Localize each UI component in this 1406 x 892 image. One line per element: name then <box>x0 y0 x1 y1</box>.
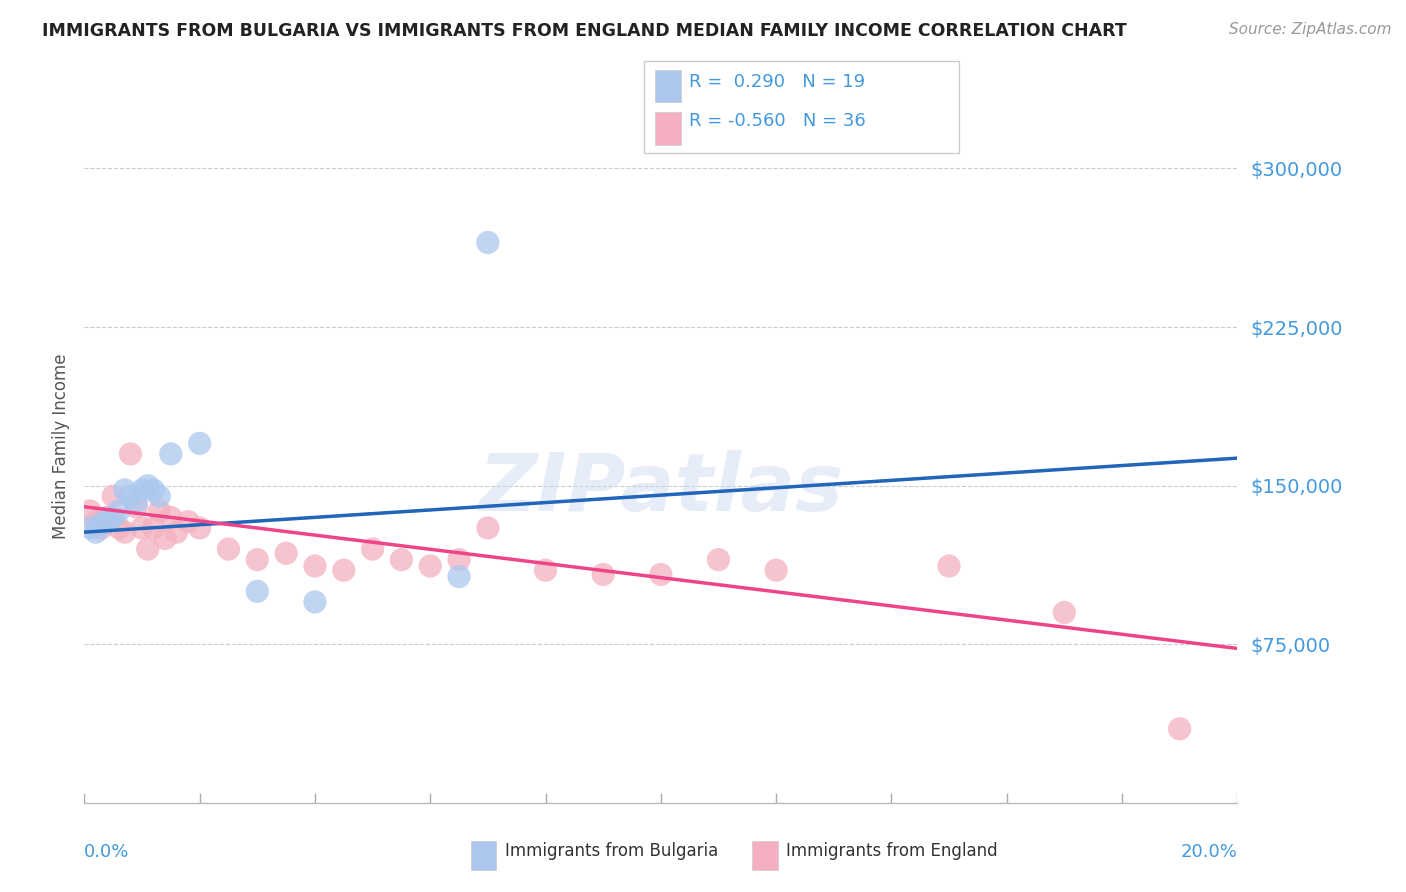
Point <box>477 521 499 535</box>
Point <box>136 542 159 557</box>
Y-axis label: Median Family Income: Median Family Income <box>52 353 70 539</box>
Point <box>477 235 499 250</box>
Point <box>114 483 136 497</box>
Point <box>148 504 170 518</box>
Point <box>332 563 354 577</box>
Text: 0.0%: 0.0% <box>84 843 129 861</box>
Point <box>447 552 470 566</box>
Point <box>177 515 200 529</box>
Point <box>90 516 112 531</box>
Point <box>79 504 101 518</box>
Text: 20.0%: 20.0% <box>1181 843 1237 861</box>
Point <box>650 567 672 582</box>
Point <box>447 569 470 583</box>
Point <box>276 546 298 560</box>
Point <box>103 510 125 524</box>
Point <box>1168 722 1191 736</box>
Point <box>131 483 153 497</box>
Text: R = -0.560   N = 36: R = -0.560 N = 36 <box>689 112 866 129</box>
Point <box>120 489 142 503</box>
Point <box>304 559 326 574</box>
Point <box>188 521 211 535</box>
Point <box>938 559 960 574</box>
Point <box>108 521 131 535</box>
Point <box>96 515 118 529</box>
Point <box>246 552 269 566</box>
Point <box>153 532 176 546</box>
Point <box>188 436 211 450</box>
Point <box>419 559 441 574</box>
Point <box>391 552 413 566</box>
Point <box>131 521 153 535</box>
Point <box>103 489 125 503</box>
Point <box>304 595 326 609</box>
Point <box>148 489 170 503</box>
Text: ZIPatlas: ZIPatlas <box>478 450 844 528</box>
Point <box>114 525 136 540</box>
Text: Source: ZipAtlas.com: Source: ZipAtlas.com <box>1229 22 1392 37</box>
Point <box>90 521 112 535</box>
Text: R =  0.290   N = 19: R = 0.290 N = 19 <box>689 73 865 91</box>
Point <box>765 563 787 577</box>
Point <box>160 447 183 461</box>
Point <box>84 525 107 540</box>
Point <box>361 542 384 557</box>
Point <box>96 510 118 524</box>
Point <box>120 447 142 461</box>
Point <box>707 552 730 566</box>
Point <box>160 510 183 524</box>
Point <box>142 521 165 535</box>
Point <box>218 542 240 557</box>
Point <box>125 495 148 509</box>
Text: Immigrants from England: Immigrants from England <box>786 842 998 860</box>
Point <box>534 563 557 577</box>
Text: IMMIGRANTS FROM BULGARIA VS IMMIGRANTS FROM ENGLAND MEDIAN FAMILY INCOME CORRELA: IMMIGRANTS FROM BULGARIA VS IMMIGRANTS F… <box>42 22 1128 40</box>
Point <box>592 567 614 582</box>
Point <box>1053 606 1076 620</box>
Text: Immigrants from Bulgaria: Immigrants from Bulgaria <box>505 842 718 860</box>
Point <box>79 521 101 535</box>
Point <box>136 478 159 492</box>
Point <box>246 584 269 599</box>
Point <box>142 483 165 497</box>
Point <box>166 525 188 540</box>
Point <box>84 515 107 529</box>
Point <box>108 504 131 518</box>
Point <box>125 500 148 514</box>
